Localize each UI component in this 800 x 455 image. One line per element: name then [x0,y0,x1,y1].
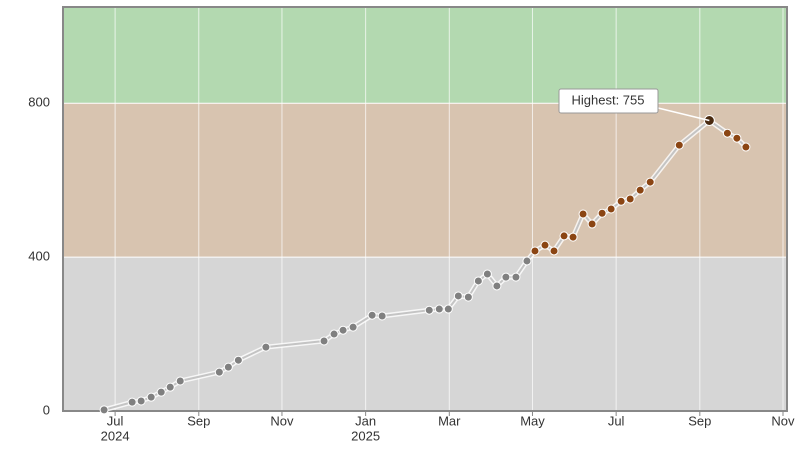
series-line [103,119,747,411]
annotation-label: Highest: 755 [572,92,645,107]
data-point [501,272,511,282]
data-point [233,355,243,365]
data-point [722,128,732,138]
zone-band [63,257,787,411]
data-point [540,240,550,250]
data-point [214,367,224,377]
data-point [156,387,166,397]
data-point [367,310,377,320]
data-point [482,269,492,279]
data-point [568,232,578,242]
data-point [741,142,751,152]
data-point [645,177,655,187]
data-point [338,325,348,335]
data-point [165,382,175,392]
data-point [674,140,684,150]
data-point [348,322,358,332]
data-point [329,329,339,339]
data-point [732,133,742,143]
data-point [261,342,271,352]
y-tick-label: 800 [28,95,50,110]
data-point [635,185,645,195]
x-tick-label: Jul [608,413,625,428]
x-year-label: 2025 [351,428,380,443]
data-point [616,196,626,206]
x-tick-label: Sep [187,413,210,428]
data-point [453,291,463,301]
x-tick-label: Nov [771,413,795,428]
data-point [511,272,521,282]
x-tick-label: Jan [355,413,376,428]
data-point [175,376,185,386]
data-point [434,304,444,314]
data-point [136,396,146,406]
annotation-box [558,88,659,114]
x-tick-label: Nov [270,413,294,428]
data-point [443,304,453,314]
data-point [473,276,483,286]
data-point [127,397,137,407]
data-point [463,292,473,302]
x-tick-label: Mar [438,413,461,428]
data-point [377,311,387,321]
data-point [319,336,329,346]
data-point [606,204,616,214]
data-point [492,281,502,291]
data-point [597,208,607,218]
x-year-label: 2024 [101,428,130,443]
data-point [549,246,559,256]
data-point [625,194,635,204]
data-point [146,392,156,402]
annotation-connector [657,107,710,122]
x-tick-label: May [520,413,545,428]
zone-band [63,7,787,104]
data-point [424,305,434,315]
plot-border [62,6,788,412]
x-tick-label: Jul [107,413,124,428]
data-point [522,256,532,266]
data-point [578,209,588,219]
data-point [559,231,569,241]
zone-band [63,103,787,258]
y-tick-label: 400 [28,249,50,264]
data-point [530,246,540,256]
data-point [587,219,597,229]
x-tick-label: Sep [688,413,711,428]
data-point [223,362,233,372]
y-tick-label: 0 [43,402,50,417]
data-point [99,405,109,415]
